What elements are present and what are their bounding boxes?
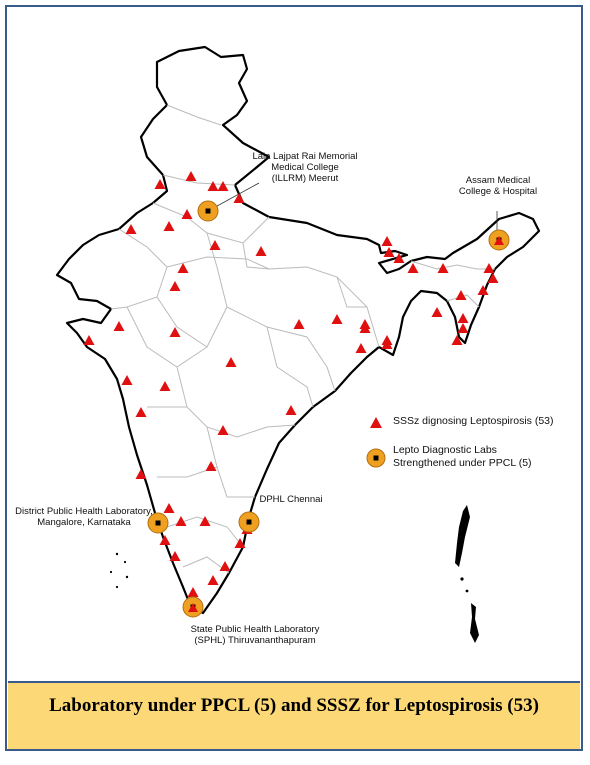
ppcl-lab-center <box>205 208 211 214</box>
sssz-triangle-icon <box>483 263 495 273</box>
legend-ppcl-label: Lepto Diagnostic Labs Strengthened under… <box>393 444 532 469</box>
sssz-triangle-icon <box>135 469 147 479</box>
sssz-triangle-icon <box>487 273 499 283</box>
india-map <box>55 45 541 643</box>
sssz-triangle-icon <box>163 503 175 513</box>
sssz-triangle-icon <box>455 290 467 300</box>
sssz-triangle-icon <box>83 335 95 345</box>
sssz-triangle-icon <box>185 171 197 181</box>
sssz-triangle-icon <box>169 327 181 337</box>
sssz-triangle-icon <box>205 461 217 471</box>
sssz-triangle-icon <box>163 221 175 231</box>
sssz-markers <box>83 171 499 597</box>
sssz-triangle-icon <box>494 236 504 245</box>
sssz-triangle-icon <box>407 263 419 273</box>
sssz-triangle-icon <box>331 314 343 324</box>
sssz-triangle-icon <box>451 335 463 345</box>
label-assam: Assam Medical College & Hospital <box>458 175 538 197</box>
legend-triangle-icon <box>370 417 382 428</box>
sssz-triangle-icon <box>187 587 199 597</box>
sssz-triangle-icon <box>457 313 469 323</box>
sssz-triangle-icon <box>188 603 198 612</box>
lakshadweep-islands <box>109 552 129 589</box>
sssz-triangle-icon <box>207 181 219 191</box>
sssz-triangle-icon <box>125 224 137 234</box>
label-mangalore: District Public Health Laboratory, Manga… <box>15 506 153 528</box>
sssz-triangle-icon <box>437 263 449 273</box>
sssz-triangle-icon <box>293 319 305 329</box>
sssz-triangle-icon <box>381 339 393 349</box>
label-thiruvananthapuram: State Public Health Laboratory (SPHL) Th… <box>190 624 320 646</box>
sssz-triangle-icon <box>199 516 211 526</box>
ppcl-lab-center <box>155 520 161 526</box>
sssz-triangle-icon <box>359 323 371 333</box>
label-meerut: Lala Lajpat Rai Memorial Medical College… <box>252 151 358 184</box>
sssz-triangle-icon <box>154 179 166 189</box>
sssz-triangle-icon <box>477 285 489 295</box>
sssz-triangle-icon <box>207 575 219 585</box>
state-boundaries <box>110 104 495 574</box>
sssz-triangle-icon <box>219 561 231 571</box>
label-chennai: DPHL Chennai <box>259 494 323 505</box>
ppcl-markers <box>147 200 510 618</box>
sssz-triangle-icon <box>383 247 395 257</box>
sssz-triangle-icon <box>225 357 237 367</box>
sssz-triangle-icon <box>355 343 367 353</box>
sssz-triangle-icon <box>393 253 405 263</box>
sssz-triangle-icon <box>217 181 229 191</box>
sssz-triangle-icon <box>113 321 125 331</box>
sssz-triangle-icon <box>175 516 187 526</box>
sssz-triangle-icon <box>135 407 147 417</box>
sssz-triangle-icon <box>159 535 171 545</box>
sssz-triangle-icon <box>217 425 229 435</box>
legend-sssz-label: SSSz dignosing Leptospirosis (53) <box>393 415 554 427</box>
figure-caption: Laboratory under PPCL (5) and SSSZ for L… <box>8 681 580 749</box>
sssz-triangle-icon <box>255 246 267 256</box>
sssz-triangle-icon <box>177 263 189 273</box>
sssz-triangle-icon <box>209 240 221 250</box>
sssz-triangle-icon <box>233 193 245 203</box>
sssz-triangle-icon <box>457 323 469 333</box>
sssz-triangle-icon <box>169 281 181 291</box>
andaman-islands <box>455 505 479 643</box>
sssz-triangle-icon <box>121 375 133 385</box>
sssz-triangle-icon <box>169 551 181 561</box>
sssz-triangle-icon <box>181 209 193 219</box>
sssz-triangle-icon <box>159 381 171 391</box>
ppcl-lab-center <box>246 519 252 525</box>
india-outline <box>55 45 541 615</box>
sssz-triangle-icon <box>381 236 393 246</box>
sssz-triangle-icon <box>431 307 443 317</box>
sssz-triangle-icon <box>285 405 297 415</box>
sssz-triangle-icon <box>234 538 246 548</box>
